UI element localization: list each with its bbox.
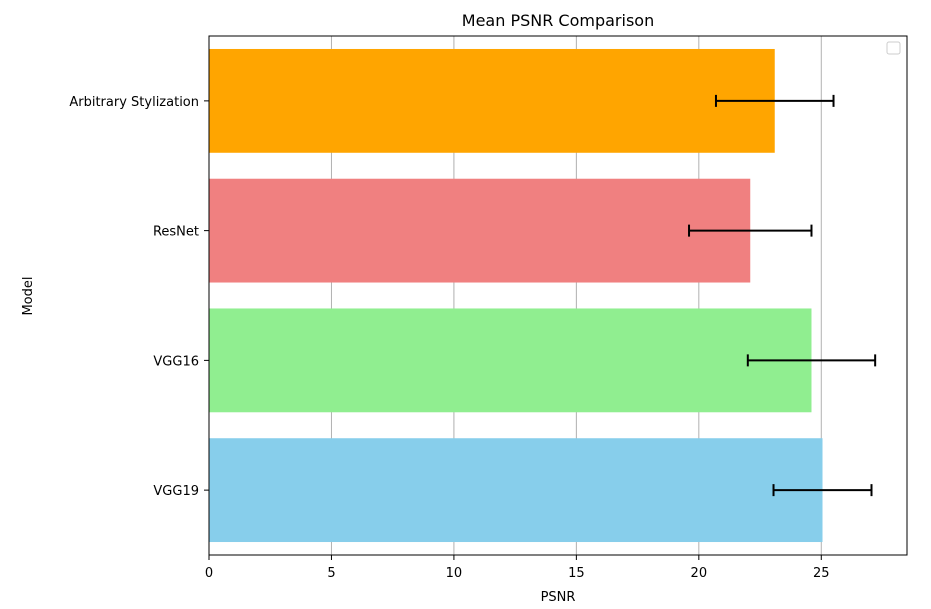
x-ticks: 0 5 10 15 20 25 [205,555,830,581]
y-ticks: VGG19 VGG16 ResNet Arbitrary Stylization [69,95,209,499]
error-bars-layer [688,94,877,497]
y-tick-label: VGG19 [153,484,199,499]
bar-vgg16 [209,308,812,413]
bar-vgg19 [209,438,823,543]
legend-box [886,41,901,55]
bars-layer [209,48,823,543]
bar-resnet [209,178,751,283]
x-tick-label: 5 [327,566,335,581]
x-tick-label: 25 [813,566,830,581]
plot-frame [208,35,908,556]
x-axis-label: PSNR [541,590,576,605]
y-tick-label: ResNet [153,225,199,240]
y-tick-label: Arbitrary Stylization [69,95,199,110]
x-tick-label: 15 [568,566,585,581]
y-axis-label: Model [21,276,36,315]
bar-arbitrary-stylization [209,48,775,153]
x-tick-label: 10 [446,566,463,581]
y-tick-label: VGG16 [153,354,199,369]
chart-title: Mean PSNR Comparison [462,11,654,30]
x-tick-label: 0 [205,566,213,581]
x-tick-label: 20 [691,566,708,581]
